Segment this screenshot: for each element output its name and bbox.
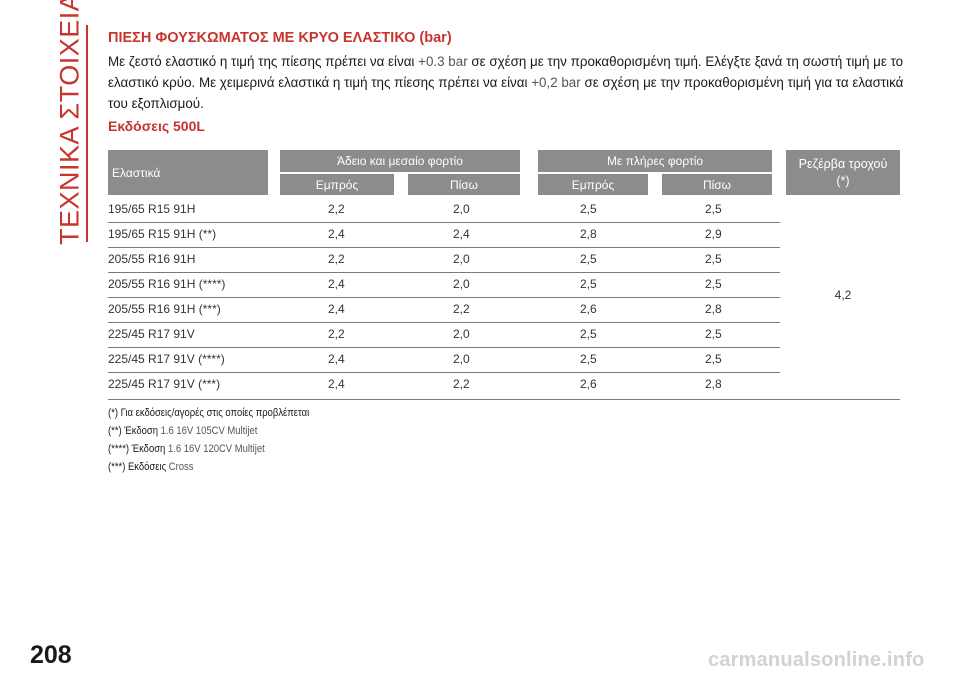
tyre-size: 225/45 R17 91V [108, 327, 195, 341]
table-bottom-rule [108, 399, 900, 400]
pressure-front-normal: 2,4 [328, 302, 345, 316]
header-front-2: Εμπρός [538, 174, 648, 195]
pressure-rear-normal: 2,2 [453, 377, 470, 391]
table-row: 225/45 R17 91V 2,2 2,0 2,5 2,5 [108, 322, 780, 348]
pressure-front-full: 2,5 [580, 252, 597, 266]
table-row: 205/55 R16 91H (****) 2,4 2,0 2,5 2,5 [108, 272, 780, 298]
tyre-size: 205/55 R16 91H (***) [108, 302, 221, 316]
pressure-rear-normal: 2,0 [453, 327, 470, 341]
footnote-3-label: (****) Έκδοση [108, 443, 166, 455]
pressure-rear-full: 2,5 [705, 277, 722, 291]
pressure-rear-full: 2,8 [705, 302, 722, 316]
versions-subheading: Εκδόσεις 500L [108, 118, 205, 134]
header-spare-wheel: Ρεζέρβα τροχού (*) [786, 150, 900, 195]
footnote-4-value: Cross [166, 461, 194, 473]
footnote-4: (***) Εκδόσεις Cross [108, 458, 452, 476]
pressure-front-full: 2,6 [580, 377, 597, 391]
pressure-rear-normal: 2,2 [453, 302, 470, 316]
watermark: carmanualsonline.info [708, 649, 925, 671]
footnote-3-value: 1.6 16V 120CV Multijet [165, 443, 265, 455]
footnotes: (*) Για εκδόσεις/αγορές στις οποίες προβ… [108, 404, 452, 476]
table-row: 225/45 R17 91V (****) 2,4 2,0 2,5 2,5 [108, 347, 780, 373]
pressure-front-normal: 2,4 [328, 352, 345, 366]
pressure-front-normal: 2,2 [328, 202, 345, 216]
pressure-rear-normal: 2,0 [453, 252, 470, 266]
table-row: 195/65 R15 91H (**) 2,4 2,4 2,8 2,9 [108, 222, 780, 248]
page-number: 208 [30, 641, 72, 669]
pressure-rear-normal: 2,0 [453, 277, 470, 291]
table-row: 195/65 R15 91H 2,2 2,0 2,5 2,5 [108, 197, 780, 223]
pressure-front-full: 2,8 [580, 227, 597, 241]
header-empty-medium-load: Άδειο και μεσαίο φορτίο [280, 150, 520, 172]
pressure-front-normal: 2,4 [328, 277, 345, 291]
pressure-rear-normal: 2,0 [453, 202, 470, 216]
footnote-3: (****) Έκδοση 1.6 16V 120CV Multijet [108, 440, 452, 458]
header-rear-2: Πίσω [662, 174, 772, 195]
header-rear-1: Πίσω [408, 174, 520, 195]
pressure-rear-full: 2,8 [705, 377, 722, 391]
tyre-size: 195/65 R15 91H (**) [108, 227, 217, 241]
pressure-front-normal: 2,4 [328, 227, 345, 241]
footnote-1: (*) Για εκδόσεις/αγορές στις οποίες προβ… [108, 407, 310, 419]
intro-value-hot: +0.3 bar [418, 54, 468, 69]
section-side-divider [86, 25, 88, 242]
tyre-size: 225/45 R17 91V (***) [108, 377, 221, 391]
pressure-front-full: 2,6 [580, 302, 597, 316]
pressure-front-full: 2,5 [580, 352, 597, 366]
pressure-rear-normal: 2,0 [453, 352, 470, 366]
footnote-2: (**) Έκδοση 1.6 16V 105CV Multijet [108, 422, 452, 440]
tyre-size: 225/45 R17 91V (****) [108, 352, 225, 366]
intro-text-2: σε σχέση με την προκαθορισμένη τιμή. Ελέ… [108, 54, 904, 90]
pressure-rear-full: 2,5 [705, 327, 722, 341]
section-heading: ΠΙΕΣΗ ΦΟΥΣΚΩΜΑΤΟΣ ΜΕ ΚΡΥΟ ΕΛΑΣΤΙΚΟ (bar) [108, 30, 452, 46]
intro-text-3: σε σχέση με την προκαθορισμένη τιμή για … [108, 75, 904, 111]
header-full-load: Με πλήρες φορτίο [538, 150, 772, 172]
table-row: 205/55 R16 91H 2,2 2,0 2,5 2,5 [108, 247, 780, 273]
pressure-front-normal: 2,2 [328, 327, 345, 341]
intro-value-winter: +0,2 bar [531, 75, 581, 90]
pressure-rear-full: 2,5 [705, 352, 722, 366]
pressure-rear-normal: 2,4 [453, 227, 470, 241]
pressure-front-normal: 2,4 [328, 377, 345, 391]
pressure-front-full: 2,5 [580, 327, 597, 341]
pressure-rear-full: 2,5 [705, 252, 722, 266]
footnote-4-label: (***) Εκδόσεις [108, 461, 167, 473]
tyre-size: 205/55 R16 91H [108, 252, 196, 266]
tyre-size: 195/65 R15 91H [108, 202, 196, 216]
section-side-title: ΤΕΧΝΙΚΑ ΣΤΟΙΧΕΙΑ [54, 0, 85, 245]
intro-paragraph: Με ζεστό ελαστικό η τιμή της πίεσης πρέπ… [108, 51, 908, 114]
header-spare-note: (*) [836, 173, 850, 188]
intro-text-1: Με ζεστό ελαστικό η τιμή της πίεσης πρέπ… [108, 54, 419, 69]
pressure-rear-full: 2,5 [705, 202, 722, 216]
table-row: 225/45 R17 91V (***) 2,4 2,2 2,6 2,8 [108, 372, 780, 397]
pressure-rear-full: 2,9 [705, 227, 722, 241]
tyre-size: 205/55 R16 91H (****) [108, 277, 226, 291]
header-tyres: Ελαστικά [108, 150, 268, 195]
footnote-2-label: (**) Έκδοση [108, 425, 158, 437]
spare-wheel-pressure: 4,2 [834, 288, 852, 302]
pressure-front-full: 2,5 [580, 277, 597, 291]
footnote-2-value: 1.6 16V 105CV Multijet [157, 425, 258, 437]
pressure-front-normal: 2,2 [328, 252, 345, 266]
header-spare-label: Ρεζέρβα τροχού [798, 156, 888, 171]
table-row: 205/55 R16 91H (***) 2,4 2,2 2,6 2,8 [108, 297, 780, 323]
pressure-front-full: 2,5 [580, 202, 597, 216]
header-front-1: Εμπρός [280, 174, 394, 195]
